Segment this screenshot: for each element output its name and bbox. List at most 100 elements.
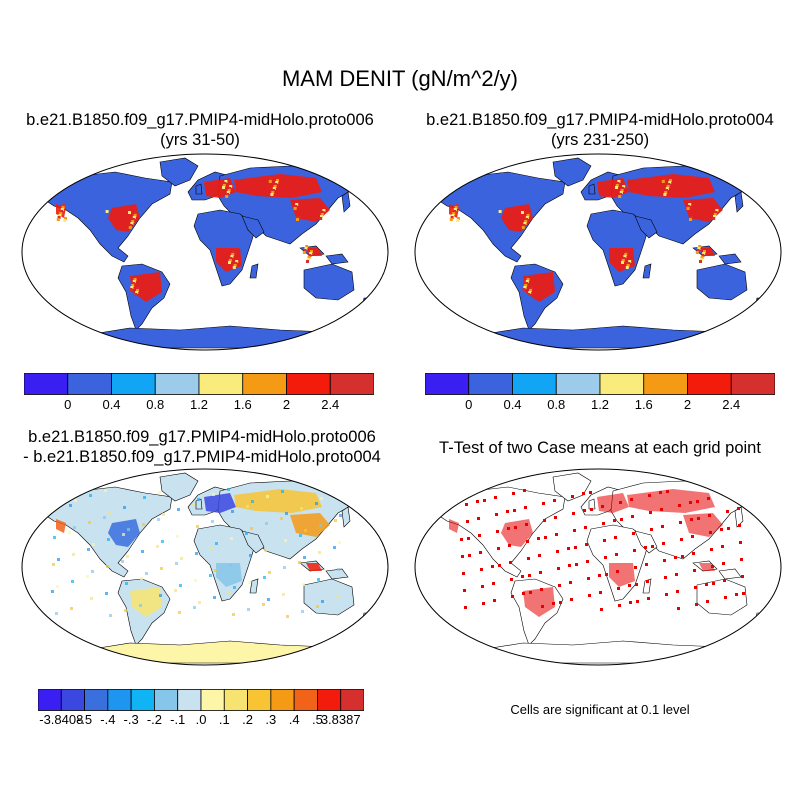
- colorbar-tick-label: 1.2: [189, 397, 209, 412]
- diff-speckle: [121, 560, 124, 563]
- sig-cell: [726, 510, 729, 513]
- speckle: [619, 193, 622, 196]
- colorbar-tick-label: -3.8408: [39, 712, 84, 727]
- sig-cell: [553, 499, 556, 502]
- diff-speckle: [57, 558, 60, 561]
- sig-cell: [507, 527, 510, 530]
- diff-speckle: [250, 527, 253, 530]
- hotspot-siberia: [234, 174, 322, 198]
- speckle: [689, 216, 693, 219]
- sig-cell: [724, 596, 727, 599]
- diff-speckle: [231, 510, 234, 513]
- diff-speckle: [108, 511, 111, 514]
- diff-speckle: [299, 534, 302, 537]
- sig-cell: [633, 549, 636, 552]
- diff-speckle: [178, 611, 181, 614]
- speckle: [135, 291, 139, 294]
- speckle: [524, 220, 528, 223]
- diff-speckle: [284, 539, 287, 542]
- diff-speckle: [52, 563, 55, 566]
- sig-cell: [537, 537, 540, 540]
- sig-cell: [556, 550, 559, 553]
- sig-cell: [697, 517, 700, 520]
- panel-title-case2-line1: b.e21.B1850.f09_g17.PMIP4-midHolo.proto0…: [426, 111, 774, 129]
- speckle: [294, 205, 298, 208]
- speckle: [695, 251, 699, 254]
- sig-cell: [491, 565, 494, 568]
- diff-speckle: [92, 543, 95, 546]
- panel-title-case1: b.e21.B1850.f09_g17.PMIP4-midHolo.proto0…: [0, 110, 400, 150]
- sig-cell: [571, 495, 574, 498]
- sig-cell: [735, 593, 738, 596]
- sig-cell: [676, 590, 679, 593]
- map-border: [21, 468, 389, 666]
- sig-cell: [647, 597, 650, 600]
- speckle: [702, 252, 706, 255]
- sig-cell: [645, 563, 648, 566]
- sig-cell: [512, 492, 515, 495]
- sig-cell: [570, 598, 573, 601]
- sig-cell: [692, 552, 695, 555]
- colorbar-swatch: [317, 689, 342, 711]
- hotspot-amazon: [523, 272, 555, 302]
- sig-cell: [480, 568, 483, 571]
- land-australia: [303, 263, 355, 301]
- speckle: [622, 257, 626, 260]
- map-border: [21, 153, 389, 351]
- diff-speckle: [337, 568, 340, 571]
- sig-cell: [467, 537, 470, 540]
- diff-speckle: [282, 593, 285, 596]
- colorbar-tick-label: .1: [218, 712, 230, 727]
- colorbar-swatch: [247, 689, 272, 711]
- sig-cell: [567, 547, 570, 550]
- diff-speckle: [227, 488, 230, 491]
- speckle: [666, 185, 670, 188]
- sig-cell: [599, 591, 602, 594]
- sig-cell: [646, 580, 649, 583]
- sig-cell: [572, 512, 575, 515]
- diff-speckle: [229, 564, 232, 567]
- colorbar-tick-label: -.2: [146, 712, 163, 727]
- map-layer: [415, 154, 781, 350]
- speckle: [687, 205, 691, 208]
- colorbar-swatch: [242, 373, 287, 395]
- sig-cell: [525, 523, 528, 526]
- diff-speckle: [90, 597, 93, 600]
- sig-cell: [461, 555, 464, 558]
- speckle: [223, 182, 227, 185]
- speckle: [527, 293, 531, 296]
- speckle: [105, 210, 109, 213]
- diff-speckle: [194, 579, 197, 582]
- speckle: [269, 178, 273, 181]
- diff-speckle: [56, 585, 59, 588]
- speckle: [619, 191, 623, 194]
- colorbar-swatch: [468, 373, 513, 395]
- land-australia: [696, 263, 748, 301]
- colorbar-swatch: [599, 373, 645, 395]
- sig-cell: [648, 494, 651, 497]
- speckle: [128, 226, 132, 229]
- colorbar-swatch: [24, 373, 69, 395]
- colorbar-tick-label: 1.2: [590, 397, 610, 412]
- sig-cell: [693, 569, 696, 572]
- diff-speckle: [304, 529, 307, 532]
- diff-speckle: [103, 516, 106, 519]
- diff-speckle: [104, 489, 107, 492]
- colorbar-difference: [38, 689, 364, 711]
- diff-speckle: [262, 603, 265, 606]
- diff-speckle: [319, 524, 322, 527]
- map-difference: [21, 468, 389, 666]
- sig-cell: [651, 545, 654, 548]
- diff-speckle: [338, 541, 341, 544]
- speckle: [308, 254, 312, 257]
- sig-cell: [514, 526, 517, 529]
- diff-speckle: [71, 580, 74, 583]
- speckle: [295, 203, 299, 206]
- speckle: [522, 224, 526, 227]
- colorbar-case2: [425, 373, 775, 395]
- sig-cell: [675, 573, 678, 576]
- speckle: [701, 254, 705, 257]
- sig-cell: [664, 576, 667, 579]
- speckle: [270, 193, 274, 196]
- diff-speckle: [144, 599, 147, 602]
